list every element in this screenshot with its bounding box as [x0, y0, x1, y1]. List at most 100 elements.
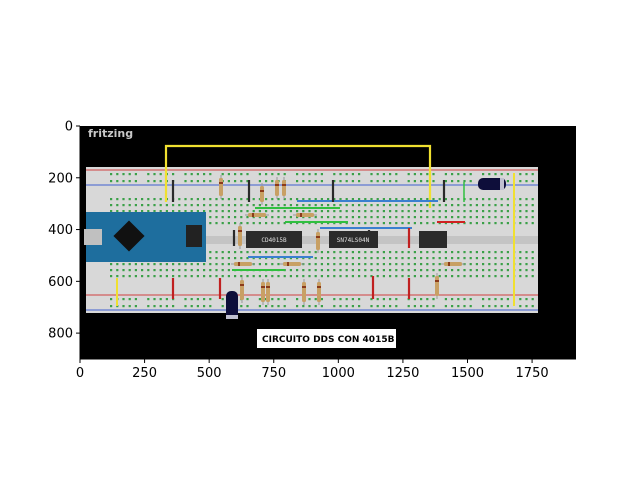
hole	[426, 269, 429, 272]
hole	[413, 210, 416, 213]
resistor	[238, 226, 242, 246]
resistor-band	[435, 280, 439, 282]
hole	[308, 305, 311, 308]
hole	[364, 275, 367, 278]
hole	[240, 198, 243, 201]
hole	[506, 222, 509, 225]
hole	[519, 180, 522, 183]
hole	[234, 222, 237, 225]
hole	[494, 263, 497, 266]
hole	[110, 204, 113, 207]
hole	[296, 173, 299, 176]
hole	[370, 216, 373, 219]
hole	[351, 257, 354, 260]
hole	[196, 269, 199, 272]
resistor	[260, 186, 264, 202]
y-tick-label: 600	[48, 275, 73, 290]
hole	[320, 275, 323, 278]
hole	[389, 222, 392, 225]
hole	[128, 298, 131, 301]
hole	[420, 305, 423, 308]
hole	[420, 263, 423, 266]
hole	[432, 204, 435, 207]
resistor-band	[261, 286, 265, 288]
hole	[296, 210, 299, 213]
hole	[246, 305, 249, 308]
hole	[407, 257, 410, 260]
hole	[488, 269, 491, 272]
hole	[389, 269, 392, 272]
x-tick-label: 0	[76, 366, 84, 381]
hole	[277, 216, 280, 219]
hole	[413, 222, 416, 225]
hole	[351, 251, 354, 254]
hole	[475, 222, 478, 225]
hole	[159, 204, 162, 207]
hole	[426, 298, 429, 301]
hole	[203, 263, 206, 266]
hole	[227, 275, 230, 278]
hole	[351, 269, 354, 272]
hole	[401, 263, 404, 266]
y-tick-label: 800	[48, 327, 73, 342]
hole	[525, 305, 528, 308]
hole	[451, 222, 454, 225]
hole	[370, 251, 373, 254]
hole	[252, 275, 255, 278]
hole	[289, 222, 292, 225]
hole	[308, 198, 311, 201]
hole	[376, 275, 379, 278]
hole	[525, 257, 528, 260]
hole	[283, 173, 286, 176]
hole	[327, 210, 330, 213]
axes: 0 250 500 750 1000 1250 1500 1750 0 200 400 600 800	[48, 120, 576, 381]
hole	[209, 173, 212, 176]
hole	[531, 305, 534, 308]
hole	[420, 222, 423, 225]
hole	[407, 210, 410, 213]
hole	[265, 173, 268, 176]
hole	[488, 222, 491, 225]
hole	[314, 257, 317, 260]
hole	[271, 198, 274, 201]
hole	[209, 204, 212, 207]
hole	[351, 263, 354, 266]
hole	[277, 251, 280, 254]
hole	[234, 275, 237, 278]
hole	[488, 305, 491, 308]
hole	[333, 222, 336, 225]
hole	[351, 298, 354, 301]
hole	[134, 263, 137, 266]
hole	[147, 173, 150, 176]
hole	[345, 275, 348, 278]
hole	[531, 216, 534, 219]
hole	[376, 198, 379, 201]
hole	[122, 305, 125, 308]
hole	[444, 222, 447, 225]
hole	[395, 298, 398, 301]
resistor-band	[260, 190, 264, 192]
resistor	[444, 262, 462, 266]
hole	[382, 251, 385, 254]
hole	[234, 257, 237, 260]
hole	[246, 222, 249, 225]
hole	[401, 222, 404, 225]
hole	[488, 198, 491, 201]
resistor-band	[302, 286, 306, 288]
hole	[401, 275, 404, 278]
hole	[110, 210, 113, 213]
hole	[172, 298, 175, 301]
hole	[376, 251, 379, 254]
hole	[364, 257, 367, 260]
hole	[283, 305, 286, 308]
hole	[153, 263, 156, 266]
resistor	[275, 180, 279, 196]
hole	[196, 180, 199, 183]
hole	[320, 216, 323, 219]
hole	[296, 251, 299, 254]
hole	[506, 269, 509, 272]
hole	[339, 173, 342, 176]
hole	[469, 269, 472, 272]
hole	[482, 263, 485, 266]
hole	[265, 251, 268, 254]
